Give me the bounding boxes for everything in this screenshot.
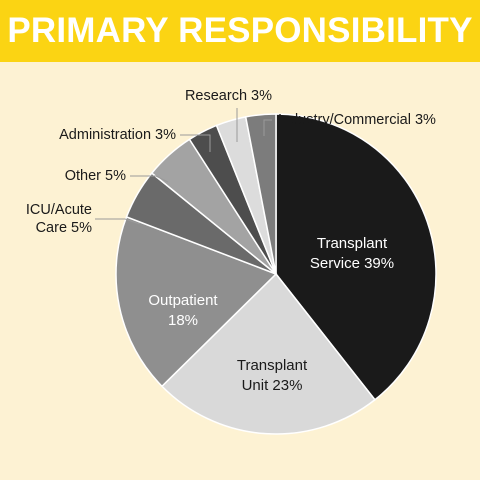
data-label-transplant-unit: Transplant Unit 23% — [237, 357, 308, 394]
data-label-icu-acute-care: ICU/Acute Care 5% — [26, 202, 92, 236]
pie-slice-transplant-service — [275, 113, 437, 401]
pie-slice-industry-commercial — [244, 113, 277, 275]
data-label-industry-commercial: Industry/Commercial 3% — [278, 112, 436, 128]
header-banner: PRIMARY RESPONSIBILITY — [0, 0, 480, 62]
leader-line-industry-commercial — [263, 119, 272, 136]
data-label-research: Research 3% — [185, 88, 272, 104]
leader-line-icu-acute-care — [95, 218, 141, 225]
data-label-other: Other 5% — [65, 168, 126, 184]
leader-line-other — [130, 175, 169, 183]
data-label-transplant-service: Transplant Service 39% — [310, 235, 394, 272]
data-label-administration: Administration 3% — [59, 127, 176, 143]
pie-slice-transplant-unit — [160, 272, 376, 435]
data-label-outpatient: Outpatient 18% — [148, 292, 218, 329]
page-title: PRIMARY RESPONSIBILITY — [7, 11, 473, 50]
leader-line-administration — [180, 134, 211, 152]
